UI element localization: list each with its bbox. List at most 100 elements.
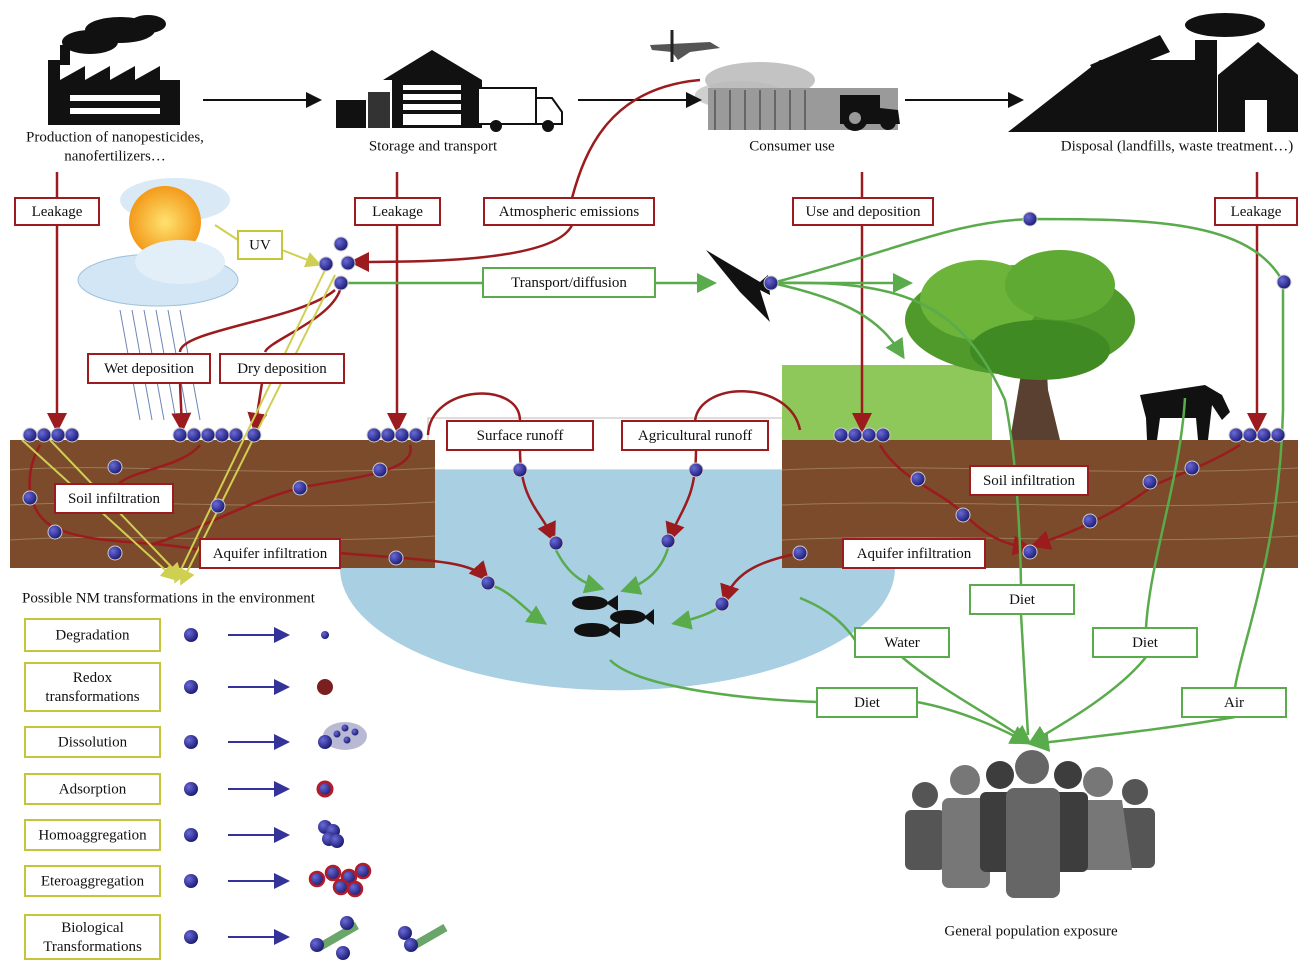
nanoparticle [65, 428, 79, 442]
nanoparticle [211, 499, 225, 513]
transformation-label: Biological [61, 920, 124, 936]
pathway-label: Diet [854, 695, 881, 711]
nanoparticle [173, 428, 187, 442]
transformation-icons [184, 628, 447, 960]
nanoparticle [319, 257, 333, 271]
nanoparticle [334, 237, 348, 251]
stage-label: Production of nanopesticides, [26, 129, 204, 145]
nanoparticle [389, 551, 403, 565]
bird-icon [706, 250, 770, 322]
nanoparticle [247, 428, 261, 442]
nanoparticle [764, 276, 778, 290]
stage-label: Storage and transport [369, 138, 498, 154]
pathway-label: UV [249, 237, 271, 253]
transformation-label: Transformations [43, 939, 142, 955]
nanoparticle [1083, 514, 1097, 528]
nanoparticle [184, 628, 198, 642]
nanoparticle [513, 463, 527, 477]
nanoparticle [1277, 275, 1291, 289]
nanoparticle [381, 428, 395, 442]
nanoparticle [293, 481, 307, 495]
pathway-label: Wet deposition [104, 361, 195, 377]
stage-label: Consumer use [749, 138, 835, 154]
nanoparticle [317, 679, 333, 695]
nanoparticle [184, 930, 198, 944]
nanoparticle [373, 463, 387, 477]
nanoparticle [108, 460, 122, 474]
factory-icon [48, 15, 180, 125]
nanoparticle [184, 735, 198, 749]
transformation-label: transformations [45, 689, 139, 705]
pathway-label: Air [1224, 695, 1244, 711]
nanoparticle [956, 508, 970, 522]
nanoparticle [23, 428, 37, 442]
pathway-label: Diet [1132, 635, 1159, 651]
diagram: Production of nanopesticides, nanofertil… [0, 0, 1298, 963]
nanoparticle [1229, 428, 1243, 442]
nanoparticle [215, 428, 229, 442]
nanoparticle [352, 729, 359, 736]
nanoparticle [1257, 428, 1271, 442]
pathway-label: Leakage [372, 204, 423, 220]
nanoparticle [715, 597, 729, 611]
pathway-label: Atmospheric emissions [499, 204, 640, 220]
nanoparticle [689, 463, 703, 477]
nanoparticle [793, 546, 807, 560]
nanoparticle [834, 428, 848, 442]
nanoparticle [398, 926, 412, 940]
pathway-label: Soil infiltration [983, 473, 1076, 489]
pathway-label: Aquifer infiltration [213, 546, 328, 562]
pathway-label: Agricultural runoff [638, 428, 752, 444]
disposal-icon [1008, 13, 1298, 132]
pathway-label: Leakage [32, 204, 83, 220]
nanoparticle [342, 725, 349, 732]
nanoparticle [1143, 475, 1157, 489]
pathway-label: Diet [1009, 592, 1036, 608]
population-icon [905, 750, 1155, 898]
nanoparticle [876, 428, 890, 442]
nanoparticle [911, 472, 925, 486]
nanoparticle [1023, 545, 1037, 559]
stage-label: Disposal (landfills, waste treatment…) [1061, 138, 1293, 154]
nanoparticle [404, 938, 418, 952]
population-label: General population exposure [944, 923, 1118, 939]
pathway-label: Surface runoff [477, 428, 564, 444]
pathway-label: Use and deposition [806, 204, 921, 220]
transformation-label: Redox [73, 670, 113, 686]
nanoparticle [310, 872, 324, 886]
nanoparticle [187, 428, 201, 442]
nanoparticle [848, 428, 862, 442]
nanoparticle [184, 680, 198, 694]
stage-label: nanofertilizers… [64, 148, 166, 164]
nanoparticle [37, 428, 51, 442]
nanoparticle [1243, 428, 1257, 442]
nanoparticle [340, 916, 354, 930]
nanoparticle [549, 536, 563, 550]
nanoparticle [1023, 212, 1037, 226]
nanoparticle [229, 428, 243, 442]
warehouse-icon [336, 50, 562, 132]
nanoparticle [1271, 428, 1285, 442]
nanoparticle [481, 576, 495, 590]
transformation-label: Eteroaggregation [41, 873, 145, 889]
nanoparticle [310, 938, 324, 952]
nanoparticle [356, 864, 370, 878]
transformation-label: Dissolution [58, 734, 128, 750]
nanoparticle [201, 428, 215, 442]
nanoparticle [318, 782, 332, 796]
transformation-label: Adsorption [59, 781, 127, 797]
nanoparticle [184, 874, 198, 888]
nanoparticle [51, 428, 65, 442]
nanoparticle [334, 880, 348, 894]
nanoparticle [330, 834, 344, 848]
nanoparticle [367, 428, 381, 442]
nanoparticle [108, 546, 122, 560]
transformation-label: Degradation [55, 627, 130, 643]
nanoparticle [344, 737, 351, 744]
nanoparticle [348, 882, 362, 896]
nanoparticle [184, 782, 198, 796]
nanoparticle [321, 631, 329, 639]
nanoparticle [341, 256, 355, 270]
nanoparticle [862, 428, 876, 442]
pathway-label: Transport/diffusion [511, 275, 627, 291]
